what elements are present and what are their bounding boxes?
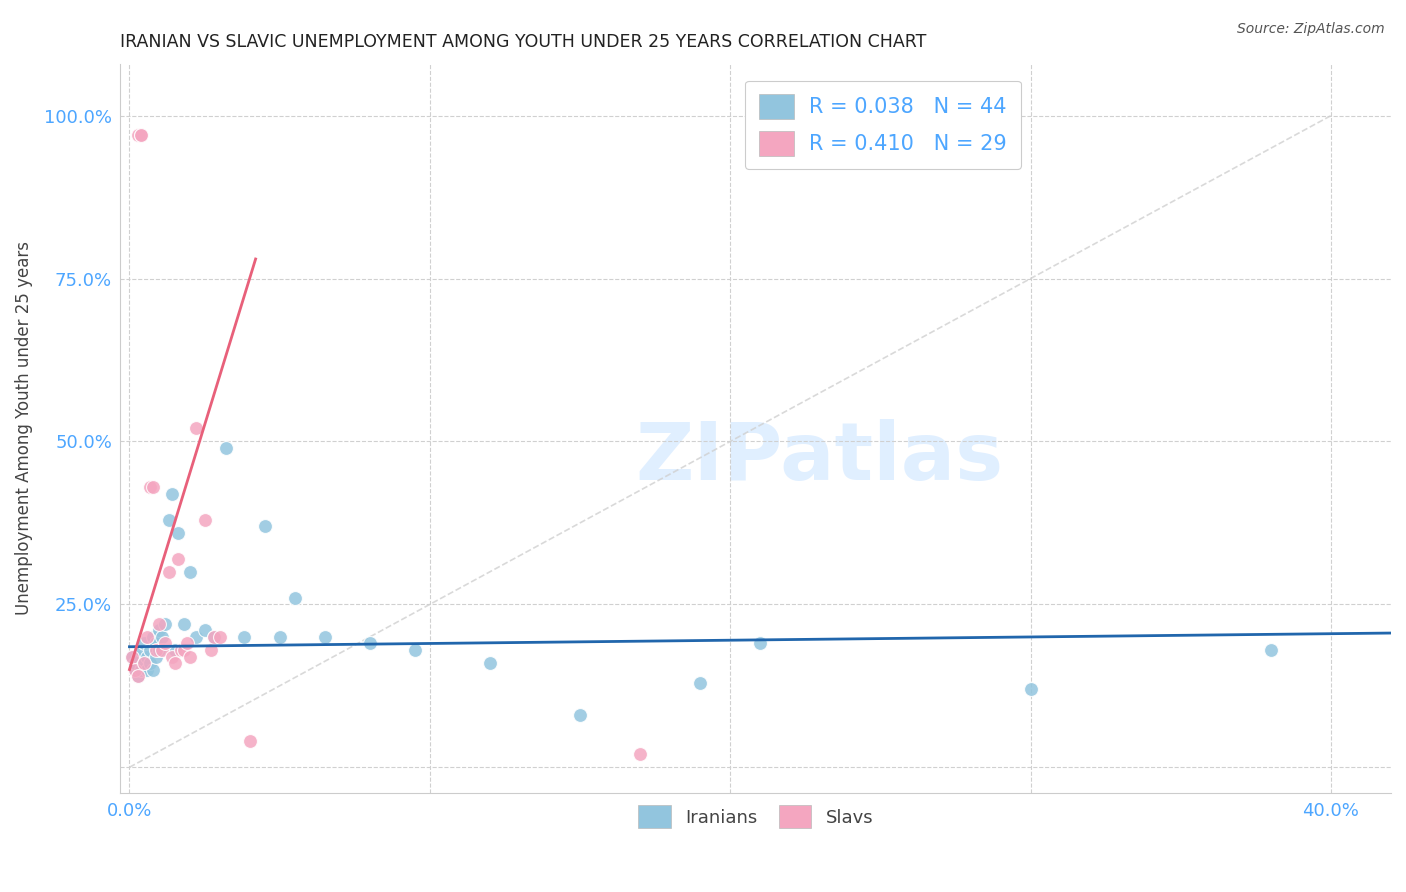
Point: [689, 675, 711, 690]
Point: [478, 656, 501, 670]
Point: [160, 486, 183, 500]
Point: [284, 591, 307, 605]
Point: [131, 663, 153, 677]
Point: [253, 519, 276, 533]
Point: [569, 708, 592, 723]
Point: [160, 649, 183, 664]
Point: [145, 649, 167, 664]
Point: [193, 624, 215, 638]
Point: [152, 630, 174, 644]
Point: [163, 643, 186, 657]
Point: [628, 747, 651, 762]
Point: [202, 630, 225, 644]
Point: [139, 656, 162, 670]
Point: [142, 480, 165, 494]
Point: [232, 630, 254, 644]
Point: [1260, 643, 1282, 657]
Point: [166, 525, 188, 540]
Point: [176, 636, 198, 650]
Point: [139, 480, 162, 494]
Legend: Iranians, Slavs: Iranians, Slavs: [631, 797, 880, 836]
Point: [155, 636, 177, 650]
Point: [131, 643, 153, 657]
Point: [127, 669, 149, 683]
Point: [749, 636, 772, 650]
Point: [124, 663, 146, 677]
Point: [173, 643, 195, 657]
Point: [184, 421, 207, 435]
Point: [145, 636, 167, 650]
Point: [166, 551, 188, 566]
Point: [1019, 682, 1042, 697]
Point: [359, 636, 381, 650]
Point: [136, 663, 159, 677]
Point: [134, 656, 156, 670]
Point: [404, 643, 426, 657]
Point: [136, 649, 159, 664]
Point: [163, 656, 186, 670]
Point: [214, 441, 236, 455]
Point: [142, 663, 165, 677]
Text: IRANIAN VS SLAVIC UNEMPLOYMENT AMONG YOUTH UNDER 25 YEARS CORRELATION CHART: IRANIAN VS SLAVIC UNEMPLOYMENT AMONG YOU…: [121, 33, 927, 51]
Point: [179, 649, 201, 664]
Point: [124, 663, 146, 677]
Point: [269, 630, 291, 644]
Point: [169, 643, 191, 657]
Point: [134, 636, 156, 650]
Y-axis label: Unemployment Among Youth under 25 years: Unemployment Among Youth under 25 years: [15, 242, 32, 615]
Point: [121, 649, 143, 664]
Point: [121, 649, 143, 664]
Point: [179, 565, 201, 579]
Text: ZIPatlas: ZIPatlas: [636, 418, 1004, 497]
Point: [184, 630, 207, 644]
Point: [131, 128, 153, 143]
Point: [314, 630, 336, 644]
Point: [131, 128, 153, 143]
Point: [239, 734, 262, 748]
Point: [157, 565, 180, 579]
Point: [155, 616, 177, 631]
Point: [193, 513, 215, 527]
Point: [202, 630, 225, 644]
Point: [124, 656, 146, 670]
Point: [139, 643, 162, 657]
Point: [148, 643, 170, 657]
Point: [127, 669, 149, 683]
Point: [157, 513, 180, 527]
Text: Source: ZipAtlas.com: Source: ZipAtlas.com: [1237, 22, 1385, 37]
Point: [145, 643, 167, 657]
Point: [173, 616, 195, 631]
Point: [148, 616, 170, 631]
Point: [148, 624, 170, 638]
Point: [152, 643, 174, 657]
Point: [142, 630, 165, 644]
Point: [200, 643, 222, 657]
Point: [208, 630, 231, 644]
Point: [136, 630, 159, 644]
Point: [127, 128, 149, 143]
Point: [134, 656, 156, 670]
Point: [127, 649, 149, 664]
